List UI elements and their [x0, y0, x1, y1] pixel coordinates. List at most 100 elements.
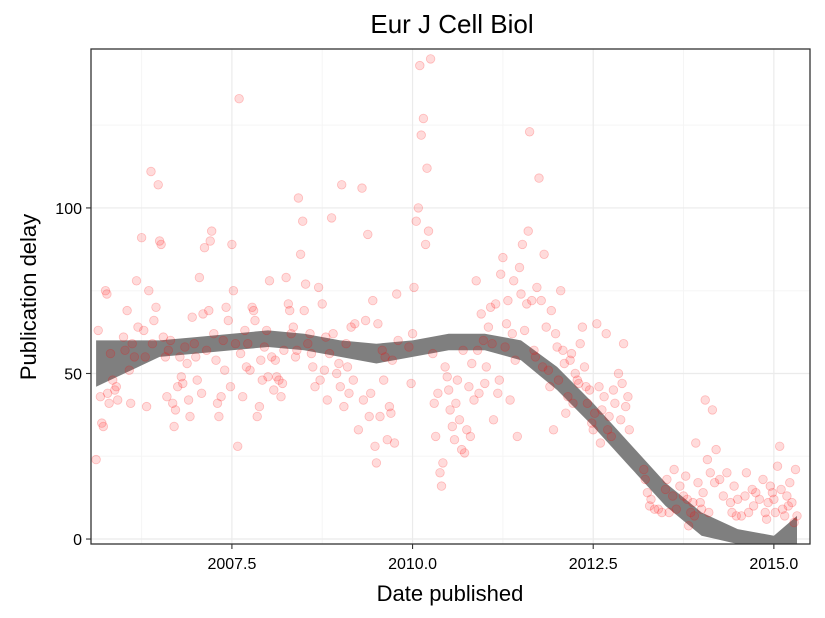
data-point — [587, 418, 597, 428]
data-point — [733, 494, 743, 505]
data-point — [765, 481, 776, 491]
data-point — [140, 352, 150, 362]
data-point — [165, 335, 176, 346]
data-point — [662, 474, 672, 485]
data-point — [787, 497, 797, 508]
data-point — [423, 226, 434, 236]
data-point — [523, 226, 533, 236]
data-point — [120, 345, 130, 356]
data-point — [192, 375, 202, 385]
data-point — [592, 319, 602, 329]
data-point — [451, 398, 461, 409]
data-point — [429, 398, 439, 409]
data-point — [447, 421, 458, 432]
data-point — [711, 444, 721, 455]
data-point — [382, 435, 393, 445]
data-point — [270, 355, 281, 365]
data-point — [180, 342, 190, 352]
data-point — [590, 408, 600, 418]
data-point — [98, 421, 109, 432]
plot-panel — [91, 49, 810, 544]
data-point — [276, 392, 286, 402]
data-point — [767, 488, 778, 498]
data-point — [458, 345, 468, 356]
data-point — [223, 315, 234, 326]
data-point — [582, 398, 593, 409]
data-point — [250, 315, 260, 326]
data-point — [682, 494, 692, 505]
data-point — [522, 299, 532, 309]
data-point — [353, 425, 364, 435]
data-point — [243, 339, 253, 349]
data-point — [279, 345, 289, 356]
data-point — [252, 411, 262, 422]
data-point — [288, 322, 299, 332]
data-point — [789, 517, 799, 528]
data-point — [660, 484, 671, 495]
data-point — [205, 236, 215, 246]
data-point — [646, 494, 656, 505]
data-point — [286, 329, 296, 339]
data-point — [505, 395, 515, 405]
data-point — [581, 382, 591, 392]
data-point — [740, 491, 750, 501]
data-point — [556, 286, 566, 296]
data-point — [493, 388, 503, 399]
data-point — [537, 362, 548, 372]
data-point — [348, 375, 359, 385]
data-point — [640, 474, 650, 485]
data-point — [440, 362, 450, 372]
data-point — [144, 286, 154, 296]
data-point — [272, 372, 282, 382]
data-point — [565, 355, 575, 365]
data-point — [122, 305, 132, 316]
data-point — [221, 302, 231, 313]
data-point — [241, 362, 252, 372]
data-point — [480, 378, 490, 389]
data-point — [465, 431, 476, 442]
data-point — [574, 378, 584, 389]
data-point — [172, 382, 183, 392]
data-point — [416, 130, 426, 140]
data-point — [464, 382, 474, 392]
x-tick-label: 2007.5 — [207, 556, 256, 573]
data-point — [257, 375, 268, 385]
data-point — [678, 491, 689, 501]
data-point — [760, 507, 770, 518]
data-point — [100, 286, 111, 296]
data-point — [754, 494, 765, 505]
data-point — [709, 478, 720, 488]
data-point — [407, 329, 418, 339]
data-point — [487, 339, 497, 349]
data-point — [178, 378, 188, 389]
data-point — [290, 352, 301, 362]
data-point — [736, 511, 747, 521]
data-point — [230, 339, 241, 349]
data-point — [570, 368, 580, 379]
data-point — [496, 269, 506, 279]
data-point — [763, 497, 773, 508]
data-point — [136, 232, 147, 243]
data-point — [317, 299, 327, 309]
data-point — [211, 355, 221, 365]
data-point — [409, 282, 419, 293]
data-point — [146, 166, 156, 177]
data-point — [406, 378, 416, 389]
data-point — [182, 358, 192, 369]
data-point — [494, 375, 505, 385]
y-axis: 0 50 100 — [55, 201, 91, 549]
data-point — [462, 425, 472, 435]
data-point — [568, 398, 578, 409]
data-point — [545, 382, 555, 392]
grid-minor — [91, 49, 810, 544]
data-point — [105, 348, 116, 359]
data-point — [277, 378, 288, 389]
data-point — [133, 322, 143, 332]
data-point — [657, 507, 667, 518]
data-point — [691, 438, 701, 448]
data-point — [478, 335, 489, 346]
data-point — [191, 352, 201, 362]
data-point — [335, 382, 346, 392]
data-point — [561, 408, 571, 418]
data-point — [379, 375, 389, 385]
